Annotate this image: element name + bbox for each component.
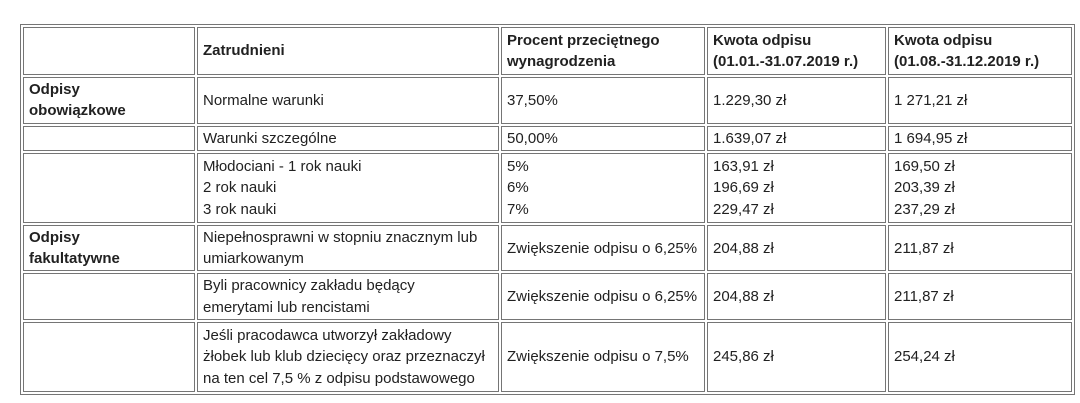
cell-amount-jan-jul: 1.229,30 zł (707, 77, 886, 124)
cell-percent: Zwiększenie odpisu o 6,25% (501, 273, 705, 321)
cell-category (23, 273, 195, 321)
cell-amount-jan-jul: 204,88 zł (707, 224, 886, 272)
table-row: Odpisy fakultatywne Niepełnosprawni w st… (23, 224, 1072, 272)
cell-amount-aug-dec: 211,87 zł (888, 224, 1072, 272)
cell-category (23, 322, 195, 393)
cell-percent: Zwiększenie odpisu o 7,5% (501, 322, 705, 393)
header-category-blank (23, 27, 195, 75)
header-procent-wynagrodzenia: Procent przeciętnego wynagrodzenia (501, 27, 705, 75)
header-kwota-odpisu-jan-jul: Kwota odpisu (01.01.-31.07.2019 r.) (707, 27, 886, 75)
cell-employed: Niepełnosprawni w stopniu znacznym lub u… (197, 224, 499, 272)
deductions-table: Zatrudnieni Procent przeciętnego wynagro… (20, 24, 1075, 396)
cell-percent: Zwiększenie odpisu o 6,25% (501, 224, 705, 272)
cell-amount-aug-dec: 1 271,21 zł (888, 77, 1072, 124)
cell-amount-jan-jul: 163,91 zł 196,69 zł 229,47 zł (707, 152, 886, 223)
cell-percent: 37,50% (501, 77, 705, 124)
table-header-row: Zatrudnieni Procent przeciętnego wynagro… (23, 27, 1072, 75)
table-row: Warunki szczególne 50,00% 1.639,07 zł 1 … (23, 125, 1072, 151)
table-row: Byli pracownicy zakładu będący emerytami… (23, 273, 1072, 321)
cell-amount-aug-dec: 1 694,95 zł (888, 125, 1072, 151)
cell-category (23, 152, 195, 223)
cell-employed: Warunki szczególne (197, 125, 499, 151)
cell-percent: 50,00% (501, 125, 705, 151)
header-kwota-odpisu-aug-dec: Kwota odpisu (01.08.-31.12.2019 r.) (888, 27, 1072, 75)
cell-employed: Byli pracownicy zakładu będący emerytami… (197, 273, 499, 321)
cell-employed: Młodociani - 1 rok nauki 2 rok nauki 3 r… (197, 152, 499, 223)
cell-amount-aug-dec: 254,24 zł (888, 322, 1072, 393)
cell-category: Odpisy fakultatywne (23, 224, 195, 272)
cell-category (23, 125, 195, 151)
cell-percent: 5% 6% 7% (501, 152, 705, 223)
table-row: Młodociani - 1 rok nauki 2 rok nauki 3 r… (23, 152, 1072, 223)
header-zatrudnieni: Zatrudnieni (197, 27, 499, 75)
cell-employed: Jeśli pracodawca utworzył zakładowy żłob… (197, 322, 499, 393)
cell-amount-jan-jul: 1.639,07 zł (707, 125, 886, 151)
cell-amount-jan-jul: 245,86 zł (707, 322, 886, 393)
cell-employed: Normalne warunki (197, 77, 499, 124)
cell-amount-aug-dec: 211,87 zł (888, 273, 1072, 321)
cell-amount-jan-jul: 204,88 zł (707, 273, 886, 321)
cell-amount-aug-dec: 169,50 zł 203,39 zł 237,29 zł (888, 152, 1072, 223)
cell-category: Odpisy obowiązkowe (23, 77, 195, 124)
table-row: Odpisy obowiązkowe Normalne warunki 37,5… (23, 77, 1072, 124)
table-row: Jeśli pracodawca utworzył zakładowy żłob… (23, 322, 1072, 393)
